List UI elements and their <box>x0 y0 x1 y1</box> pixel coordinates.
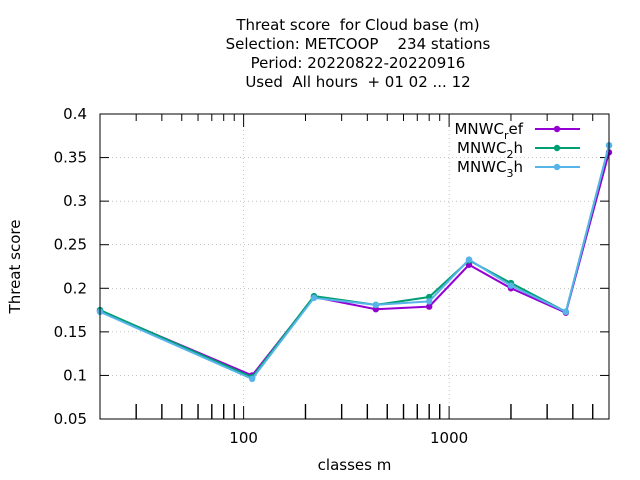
data-point <box>425 298 433 305</box>
legend-marker <box>553 144 561 152</box>
y-tick-labels: 0.05 0.1 0.15 0.2 0.25 0.3 0.35 0.4 <box>54 105 87 428</box>
series-line <box>99 152 610 377</box>
y-tick-label: 0.4 <box>63 105 87 123</box>
data-point <box>507 282 515 289</box>
legend-marker <box>553 125 561 133</box>
x-tick-label: 100 <box>229 429 258 447</box>
chart-title: Threat score for Cloud base (m) Selectio… <box>0 16 640 92</box>
title-line-4: Used All hours + 01 02 ... 12 <box>245 73 471 91</box>
legend-marker <box>553 163 561 171</box>
legend-label: MNWCref <box>454 120 523 142</box>
y-tick-label: 0.3 <box>63 192 87 210</box>
data-point <box>372 301 380 309</box>
title-line-3: Period: 20220822-20220916 <box>250 54 466 72</box>
grid <box>100 113 609 420</box>
title-line-2: Selection: METCOOP 234 stations <box>225 35 491 53</box>
y-tick-label: 0.25 <box>54 236 87 254</box>
data-point <box>425 303 433 310</box>
y-tick-label: 0.15 <box>54 323 87 341</box>
data-point <box>248 375 256 383</box>
plot-frame <box>99 113 610 420</box>
y-tick-label: 0.35 <box>54 149 87 167</box>
data-point <box>562 308 570 316</box>
y-axis-label: Threat score <box>6 220 24 315</box>
minor-ticks <box>135 114 594 419</box>
series-layer <box>96 142 613 383</box>
x-tick-labels: 100 1000 <box>229 429 468 447</box>
data-point <box>310 294 318 302</box>
x-tick-label: 1000 <box>430 429 468 447</box>
data-point <box>465 256 473 263</box>
title-line-1: Threat score for Cloud base (m) <box>236 16 480 34</box>
legend-label: MNWC2h <box>457 139 523 161</box>
x-axis-label: classes m <box>318 456 392 474</box>
y-tick-label: 0.05 <box>54 410 87 428</box>
series-MNWC_3h <box>96 142 613 383</box>
legend-label: MNWC3h <box>457 158 523 180</box>
y-tick-label: 0.1 <box>63 366 87 384</box>
y-tick-label: 0.2 <box>63 279 87 297</box>
